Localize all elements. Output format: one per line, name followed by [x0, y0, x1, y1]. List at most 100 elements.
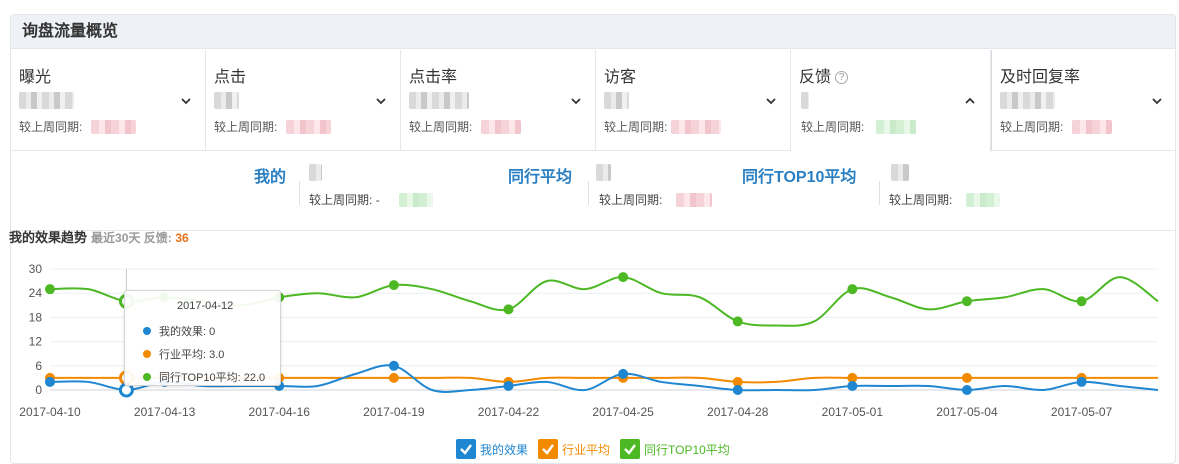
tooltip-row-mine: 我的效果: 0 — [143, 323, 215, 339]
metric-value-blurred — [409, 92, 469, 109]
mine-compare-blurred — [399, 193, 433, 207]
industry-value-blurred — [596, 164, 611, 181]
compare-label: 较上周同期: — [409, 120, 473, 134]
compare-value-blurred — [481, 120, 521, 134]
industry-compare-label: 较上周同期: — [599, 193, 663, 207]
metric-tab-clicks[interactable]: 点击 较上周同期: — [206, 50, 401, 151]
compare-label: 较上周同期: — [604, 120, 668, 134]
data-point — [503, 380, 514, 391]
compare-value-blurred — [91, 120, 136, 134]
y-tick-label: 6 — [35, 359, 42, 373]
metric-label: 访客 — [604, 69, 637, 86]
series-dot-icon — [143, 350, 151, 358]
metric-value-blurred — [801, 92, 809, 109]
x-tick-label: 2017-04-19 — [363, 405, 425, 419]
data-point — [45, 376, 55, 387]
x-tick-label: 2017-04-13 — [134, 405, 196, 419]
x-tick-label: 2017-04-25 — [592, 405, 654, 419]
traffic-overview-panel: 询盘流量概览 曝光 较上周同期: 点击 较上周同期: 点击率 较上周同期: 访客 — [10, 14, 1176, 464]
metric-tab-ctr[interactable]: 点击率 较上周同期: — [401, 50, 596, 151]
chevron-down-icon[interactable] — [569, 94, 583, 108]
peer-comparison-row: 我的 较上周同期: - 同行平均 较上周同期: 同行TOP10平均 较上周同期: — [11, 151, 1175, 231]
data-point — [847, 380, 858, 391]
tooltip-date: 2017-04-12 — [177, 300, 234, 312]
data-point — [618, 368, 629, 379]
data-point — [388, 360, 399, 371]
checkbox-checked-icon[interactable] — [456, 439, 476, 459]
top10-compare-blurred — [966, 193, 1000, 207]
industry-title: 同行平均 — [508, 169, 573, 186]
feedback-count: 36 — [175, 231, 189, 245]
compare-label: 较上周同期: — [1000, 120, 1064, 134]
data-point — [618, 272, 629, 283]
metric-value-blurred — [1000, 92, 1055, 109]
metric-value-blurred — [604, 92, 629, 109]
mine-title: 我的 — [254, 169, 287, 186]
chevron-down-icon[interactable] — [374, 94, 388, 108]
metric-tab-reply-rate[interactable]: 及时回复率 较上周同期: — [991, 50, 1175, 151]
compare-value-blurred — [286, 120, 331, 134]
data-point — [732, 385, 743, 395]
series-dot-icon — [143, 373, 151, 381]
trend-subtitle: 最近30天 反馈: — [91, 231, 172, 245]
data-point — [732, 376, 743, 387]
x-tick-label: 2017-04-10 — [19, 405, 81, 419]
top10-value-blurred — [891, 164, 909, 181]
x-tick-label: 2017-04-28 — [707, 405, 769, 419]
y-tick-label: 18 — [29, 310, 43, 324]
y-tick-label: 30 — [29, 262, 43, 276]
compare-label: 较上周同期: — [214, 120, 278, 134]
series-dot-icon — [143, 327, 151, 335]
data-point — [961, 296, 972, 307]
divider — [588, 181, 589, 205]
divider — [879, 181, 880, 205]
metric-tab-exposure[interactable]: 曝光 较上周同期: — [11, 50, 206, 151]
data-point — [732, 316, 743, 327]
x-tick-label: 2017-05-04 — [936, 405, 998, 419]
mine-compare-label: 较上周同期: - — [309, 193, 380, 207]
compare-value-blurred — [876, 120, 916, 134]
legend-item-mine[interactable]: 我的效果 — [456, 439, 528, 459]
compare-value-blurred — [1072, 120, 1112, 134]
data-point — [847, 284, 858, 295]
top10-title: 同行TOP10平均 — [742, 169, 857, 186]
metric-tab-feedback[interactable]: 反馈? 较上周同期: — [791, 50, 991, 152]
chevron-down-icon[interactable] — [179, 94, 193, 108]
tooltip-row-industry: 行业平均: 3.0 — [143, 346, 224, 362]
x-tick-label: 2017-05-01 — [822, 405, 884, 419]
x-tick-label: 2017-04-16 — [249, 405, 311, 419]
data-point — [503, 304, 514, 315]
data-point — [961, 372, 972, 383]
data-point — [847, 372, 858, 383]
metric-value-blurred — [214, 92, 239, 109]
x-tick-label: 2017-04-22 — [478, 405, 540, 419]
help-icon[interactable]: ? — [835, 71, 849, 84]
top10-compare-label: 较上周同期: — [889, 193, 953, 207]
metric-label: 点击 — [214, 69, 247, 86]
chevron-down-icon[interactable] — [1150, 94, 1164, 108]
data-point — [961, 385, 972, 395]
y-tick-label: 12 — [29, 335, 43, 349]
data-point — [388, 280, 399, 291]
compare-label: 较上周同期: — [19, 120, 83, 134]
data-point — [1076, 376, 1087, 387]
data-point — [45, 284, 55, 295]
checkbox-checked-icon[interactable] — [620, 439, 640, 459]
metric-label: 点击率 — [409, 69, 458, 86]
checkbox-checked-icon[interactable] — [538, 439, 558, 459]
metric-tabs: 曝光 较上周同期: 点击 较上周同期: 点击率 较上周同期: 访客 较上周同期: — [11, 50, 1175, 152]
metric-label: 反馈? — [799, 63, 849, 87]
legend-item-industry[interactable]: 行业平均 — [538, 439, 610, 459]
chevron-down-icon[interactable] — [764, 94, 778, 108]
data-point — [388, 372, 399, 383]
tooltip-row-top10: 同行TOP10平均: 22.0 — [143, 369, 265, 385]
y-tick-label: 0 — [35, 383, 42, 397]
trend-title: 我的效果趋势 最近30天 反馈: 36 — [9, 230, 189, 245]
chevron-up-icon[interactable] — [963, 94, 977, 108]
metric-value-blurred — [19, 92, 74, 109]
legend-item-top10[interactable]: 同行TOP10平均 — [620, 439, 730, 459]
metric-tab-visitors[interactable]: 访客 较上周同期: — [596, 50, 791, 151]
metric-label: 及时回复率 — [1000, 69, 1081, 86]
compare-label: 较上周同期: — [801, 120, 865, 134]
